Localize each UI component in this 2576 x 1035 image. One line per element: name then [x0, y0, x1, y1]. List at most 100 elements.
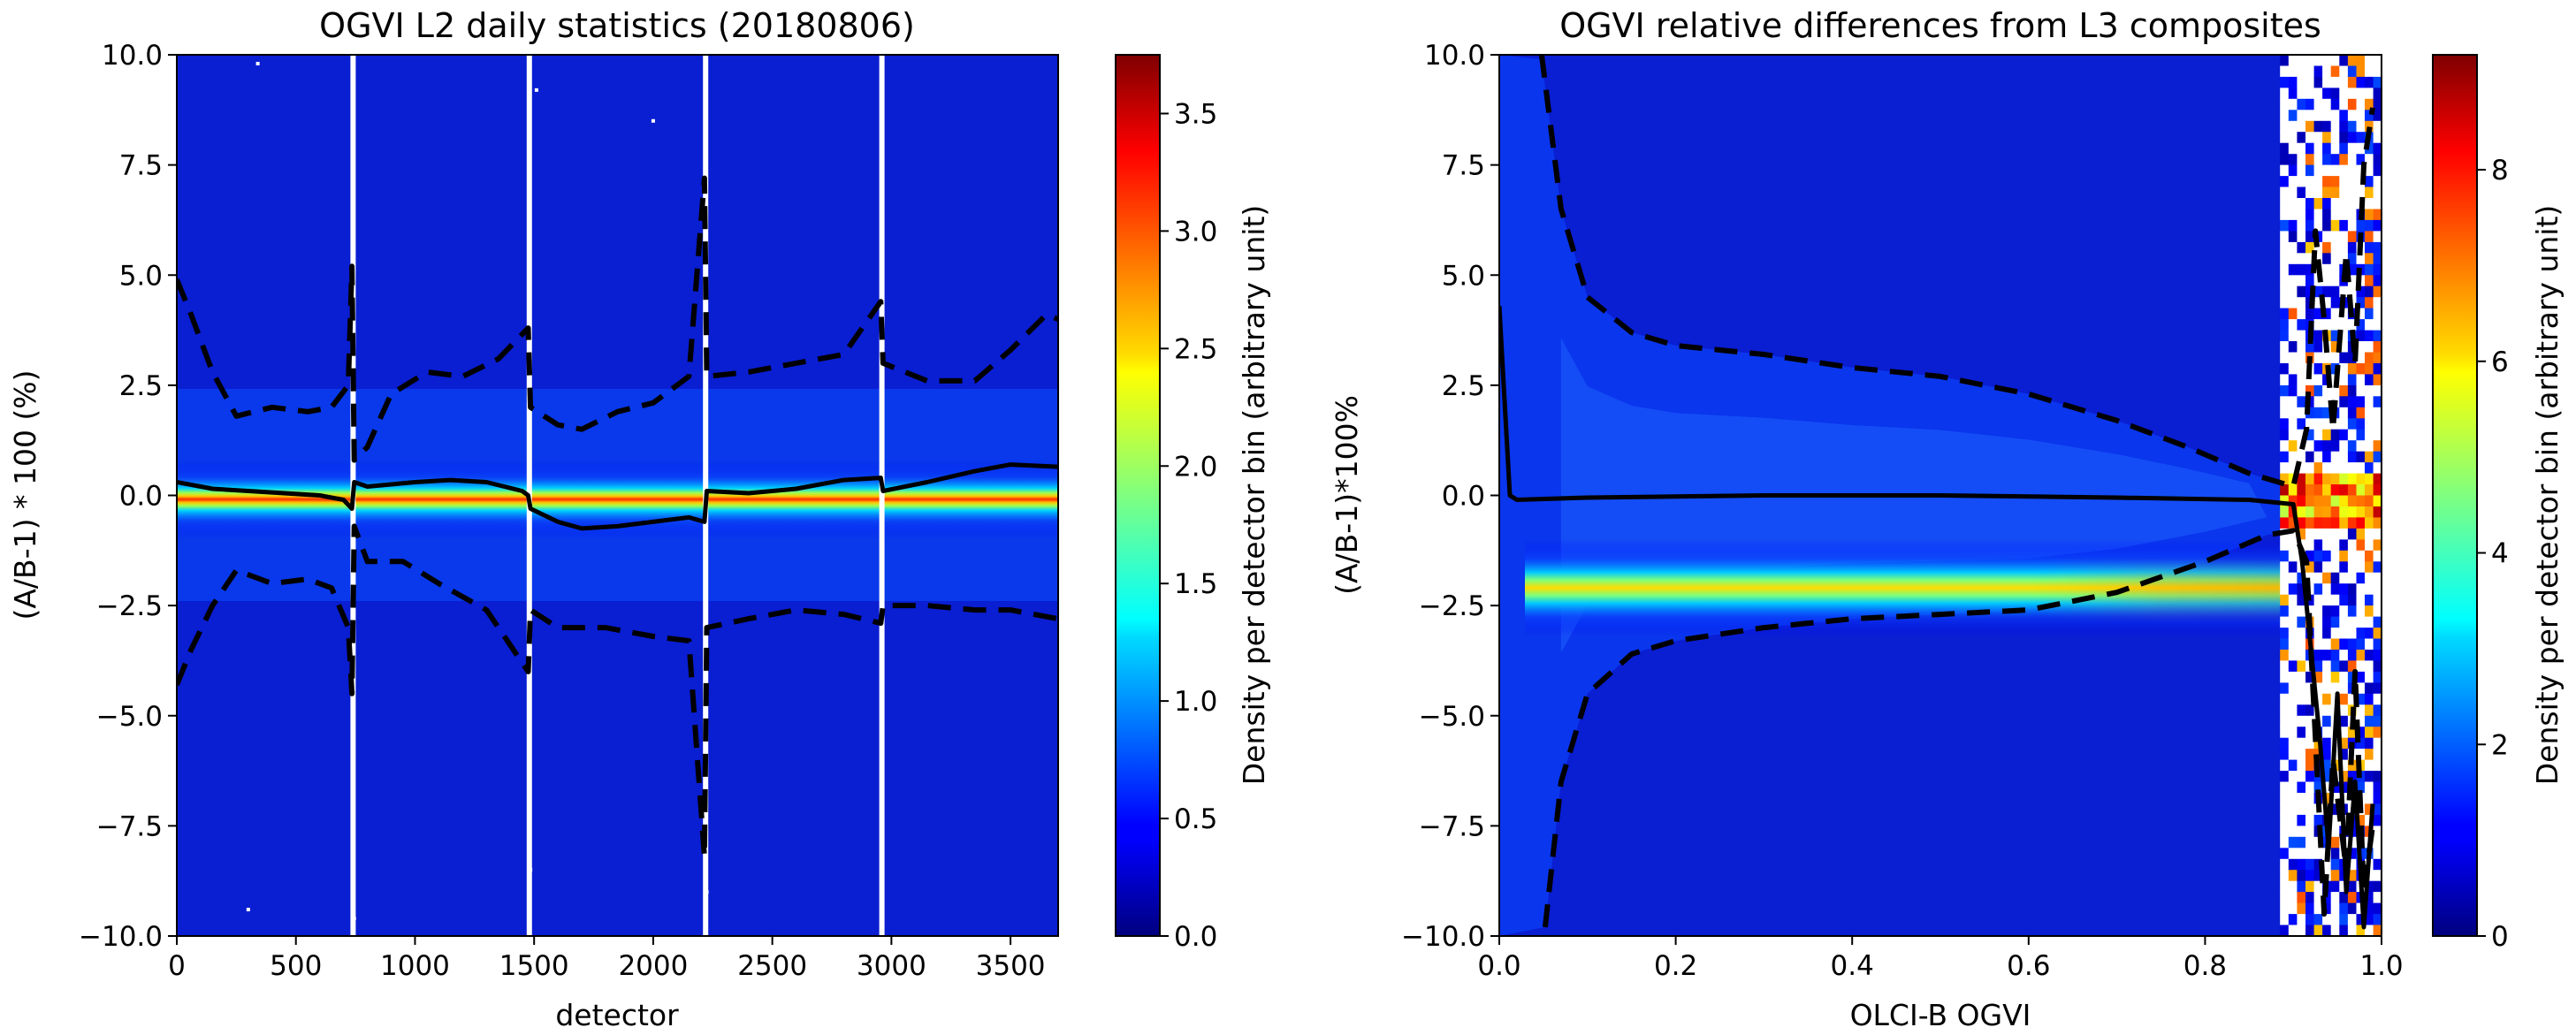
y-tick-label: 5.0 [119, 260, 163, 292]
sparse-cell [2305, 771, 2315, 783]
sparse-cell [2322, 186, 2332, 199]
sparse-cell [2347, 418, 2358, 430]
sparse-cell [2305, 98, 2315, 110]
sparse-cell [2373, 330, 2382, 342]
colorbar-tick-label: 3.5 [1174, 98, 1217, 130]
sparse-cell [2305, 682, 2315, 695]
sparse-cell [2297, 749, 2306, 761]
sparse-cell [2280, 451, 2290, 463]
sparse-cell [2297, 110, 2306, 122]
sparse-cell [2297, 671, 2306, 683]
sparse-cell [2305, 120, 2315, 133]
sparse-cell [2347, 925, 2358, 936]
sparse-cell [2330, 660, 2340, 673]
sparse-cell [2356, 285, 2366, 298]
sparse-cell [2313, 176, 2323, 188]
sparse-cell [2347, 727, 2358, 739]
sparse-cell [2356, 473, 2366, 485]
sparse-cell [2330, 429, 2340, 441]
sparse-cell [2322, 727, 2332, 739]
sparse-cell [2313, 451, 2323, 463]
sparse-cell [2356, 219, 2366, 232]
sparse-cell [2339, 319, 2349, 331]
sparse-cell [2322, 198, 2332, 210]
sparse-cell [2297, 65, 2306, 78]
sparse-cell [2280, 330, 2290, 342]
sparse-cell [2339, 892, 2349, 904]
sparse-cell [2288, 771, 2298, 783]
sparse-cell [2288, 297, 2298, 309]
sparse-cell [2356, 352, 2366, 364]
sparse-cell [2322, 308, 2332, 320]
sparse-cell [2305, 219, 2315, 232]
sparse-cell [2322, 142, 2332, 155]
sparse-cell [2280, 892, 2290, 904]
sparse-cell [2330, 330, 2340, 342]
sparse-cell [2356, 362, 2366, 375]
sparse-cell [2280, 132, 2290, 144]
sparse-cell [2288, 836, 2298, 849]
sparse-cell [2365, 154, 2374, 166]
sparse-cell [2313, 484, 2323, 497]
sparse-cell [2347, 231, 2358, 243]
sparse-cell [2313, 814, 2323, 826]
sparse-cell [2280, 297, 2290, 309]
sparse-cell [2365, 120, 2374, 133]
sparse-cell [2330, 803, 2340, 816]
sparse-cell [2313, 253, 2323, 265]
sparse-cell [2297, 704, 2306, 717]
sparse-cell [2288, 164, 2298, 177]
sparse-cell [2313, 870, 2323, 882]
sparse-cell [2297, 848, 2306, 860]
sparse-cell [2373, 693, 2382, 705]
camera-gap [879, 55, 885, 936]
sparse-cell [2373, 870, 2382, 882]
sparse-cell [2288, 253, 2298, 265]
sparse-cell [2280, 209, 2290, 221]
sparse-cell [2305, 263, 2315, 276]
sparse-cell [2373, 384, 2382, 397]
sparse-cell [2347, 605, 2358, 618]
sparse-cell [2347, 638, 2358, 651]
heatmap-left [177, 55, 1058, 936]
sparse-cell [2297, 506, 2306, 519]
sparse-cell [2305, 814, 2315, 826]
sparse-cell [2356, 65, 2366, 78]
sparse-cell [2280, 771, 2290, 783]
sparse-cell [2297, 771, 2306, 783]
sparse-cell [2330, 384, 2340, 397]
sparse-cell [2365, 759, 2374, 772]
sparse-cell [2313, 164, 2323, 177]
sparse-cell [2280, 914, 2290, 926]
sparse-cell [2288, 219, 2298, 232]
sparse-cell [2365, 495, 2374, 507]
sparse-cell [2373, 65, 2382, 78]
sparse-cell [2330, 892, 2340, 904]
sparse-cell [2305, 285, 2315, 298]
sparse-cell [2347, 319, 2358, 331]
sparse-cell [2313, 429, 2323, 441]
sparse-cell [2297, 628, 2306, 640]
sparse-cell [2288, 484, 2298, 497]
sparse-cell [2339, 396, 2349, 408]
sparse-cell [2280, 550, 2290, 562]
sparse-cell [2347, 616, 2358, 628]
sparse-cell [2288, 715, 2298, 727]
sparse-cell [2365, 473, 2374, 485]
sparse-cell [2305, 793, 2315, 805]
sparse-cell [2330, 319, 2340, 331]
sparse-cell [2288, 98, 2298, 110]
sparse-cell [2322, 285, 2332, 298]
sparse-cell [2305, 715, 2315, 727]
sparse-cell [2297, 925, 2306, 936]
median-line [1499, 305, 2375, 930]
sparse-cell [2288, 285, 2298, 298]
sparse-cell [2297, 650, 2306, 662]
sparse-cell [2305, 737, 2315, 750]
sparse-cell [2322, 451, 2332, 463]
sparse-cell [2305, 142, 2315, 155]
sparse-cell [2280, 759, 2290, 772]
sparse-cell [2330, 826, 2340, 838]
sparse-cell [2347, 275, 2358, 287]
sparse-cell [2330, 583, 2340, 596]
